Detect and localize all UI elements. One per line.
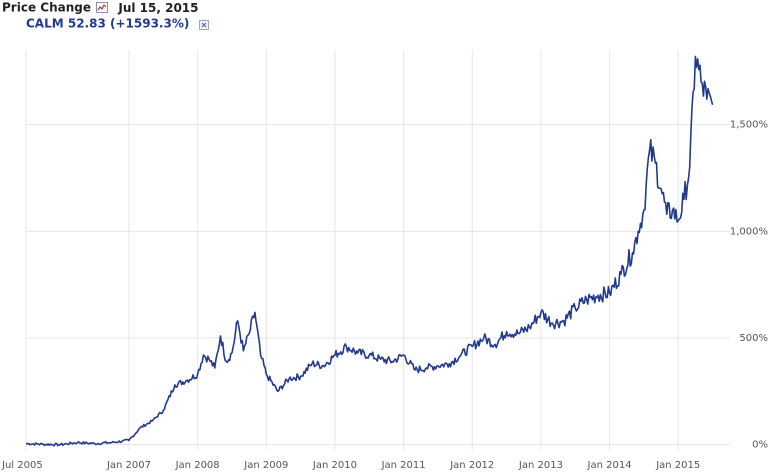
x-tick-label: Jan 2015 [655,460,700,471]
y-tick-label: 500% [739,333,768,344]
y-tick-label: 1,000% [730,226,768,237]
y-tick-label: 1,500% [730,120,768,131]
x-tick-label: Jan 2011 [381,460,426,471]
legend: CALM 52.83 (+1593.3%) [26,16,209,31]
x-tick-label: Jan 2014 [587,460,632,471]
x-tick-label: Jul 2005 [1,460,43,471]
x-tick-label: Jan 2013 [518,460,563,471]
x-tick-label: Jan 2012 [449,460,494,471]
grid [25,50,730,450]
y-tick-label: 0% [752,440,768,451]
x-axis: Jul 2005 Jan 2007 Jan 2008 Jan 2009 Jan 2010… [1,460,700,471]
x-tick-label: Jan 2010 [312,460,357,471]
x-tick-label: Jan 2009 [243,460,288,471]
x-tick-label: Jan 2007 [106,460,151,471]
line-chart-icon[interactable] [96,2,109,13]
title-row: Price Change Jul 15, 2015 [2,0,199,15]
close-icon[interactable] [198,19,209,30]
chart-title: Price Change [2,0,91,15]
y-axis: 0% 500% 1,000% 1,500% [730,120,768,451]
chart-header: Price Change Jul 15, 2015 CALM 52.83 (+1… [0,0,773,50]
x-tick-label: Jan 2008 [175,460,220,471]
legend-item-calm: CALM 52.83 (+1593.3%) [26,16,190,31]
chart-date: Jul 15, 2015 [118,0,199,15]
series-line-calm [25,55,714,447]
